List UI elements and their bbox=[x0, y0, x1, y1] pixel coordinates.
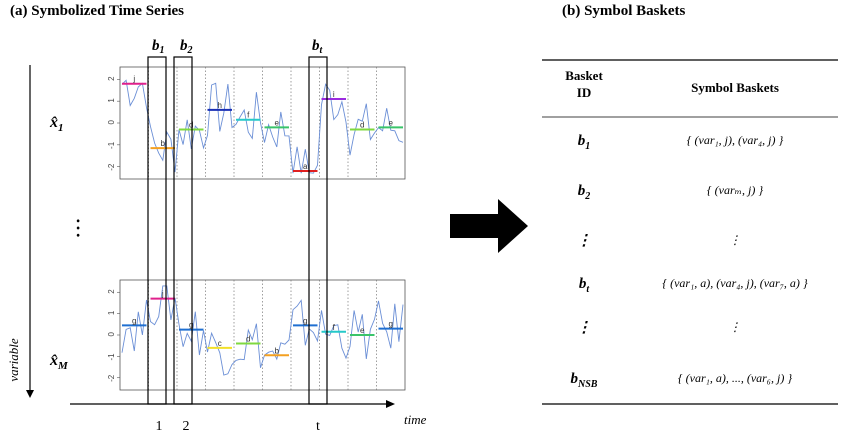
y-tick-label: 1 bbox=[107, 310, 116, 315]
symbol-label: g bbox=[189, 321, 193, 330]
basket-frame-1 bbox=[147, 56, 167, 405]
time-label-2: 2 bbox=[183, 419, 190, 434]
variable-axis-label: variable bbox=[6, 338, 21, 382]
series-m-label: x̂M bbox=[49, 352, 69, 372]
symbol-label: d bbox=[189, 121, 193, 130]
series-1-label: x̂1 bbox=[49, 114, 64, 134]
symbol-label: b bbox=[275, 346, 280, 355]
variable-axis-arrowhead bbox=[26, 390, 34, 398]
time-axis-arrowhead bbox=[386, 400, 395, 408]
symbol-label: g bbox=[389, 320, 393, 329]
y-tick-label: 0 bbox=[107, 331, 116, 336]
big-right-arrow bbox=[450, 199, 528, 253]
basket-label-bt: bt bbox=[312, 38, 324, 56]
y-tick-label: 0 bbox=[107, 119, 116, 124]
symbol-label: e bbox=[360, 326, 365, 335]
time-axis-label: time bbox=[404, 412, 427, 427]
y-tick-label: -1 bbox=[107, 353, 116, 361]
panel-b-title: (b) Symbol Baskets bbox=[562, 3, 686, 19]
symbol-label: h bbox=[218, 101, 222, 110]
symbol-label: b bbox=[161, 139, 166, 148]
symbol-label: g bbox=[132, 316, 136, 325]
symbol-label: j bbox=[161, 290, 164, 299]
time-series-line bbox=[121, 79, 404, 174]
panel-a-title: (a) Symbolized Time Series bbox=[10, 3, 185, 19]
y-tick-label: 2 bbox=[107, 76, 116, 81]
basket-label-b1: b1 bbox=[152, 38, 165, 56]
symbol-label: c bbox=[218, 339, 222, 348]
y-tick-label: 2 bbox=[107, 289, 116, 294]
basket-frame-t bbox=[308, 56, 328, 405]
time-label-t: t bbox=[316, 419, 320, 434]
basket-frame-2 bbox=[173, 56, 193, 405]
symbol-label: e bbox=[389, 118, 394, 127]
symbol-label: d bbox=[360, 121, 364, 130]
symbol-label: e bbox=[275, 118, 280, 127]
y-tick-label: 1 bbox=[107, 98, 116, 103]
basket-label-b2: b2 bbox=[180, 38, 193, 56]
symbol-label: i bbox=[333, 90, 335, 99]
symbol-label: f bbox=[247, 111, 250, 120]
symbol-label: d bbox=[246, 335, 250, 344]
series-plot-2: 2 1 0 -1 -2 g j g c d b g f e g bbox=[107, 279, 406, 391]
y-tick-label: -1 bbox=[107, 141, 116, 149]
symbol-label: g bbox=[303, 316, 307, 325]
y-tick-label: -2 bbox=[107, 163, 116, 171]
time-series-line bbox=[121, 285, 404, 376]
symbol-label: j bbox=[132, 75, 135, 84]
time-label-1: 1 bbox=[156, 419, 163, 434]
y-tick-label: -2 bbox=[107, 374, 116, 382]
symbol-label: a bbox=[303, 162, 308, 171]
series-plot-1: 2 1 0 -1 -2 j b d h f e a i d e bbox=[107, 66, 406, 180]
vertical-ellipsis: • • • bbox=[71, 219, 85, 238]
symbol-label: f bbox=[333, 323, 336, 332]
